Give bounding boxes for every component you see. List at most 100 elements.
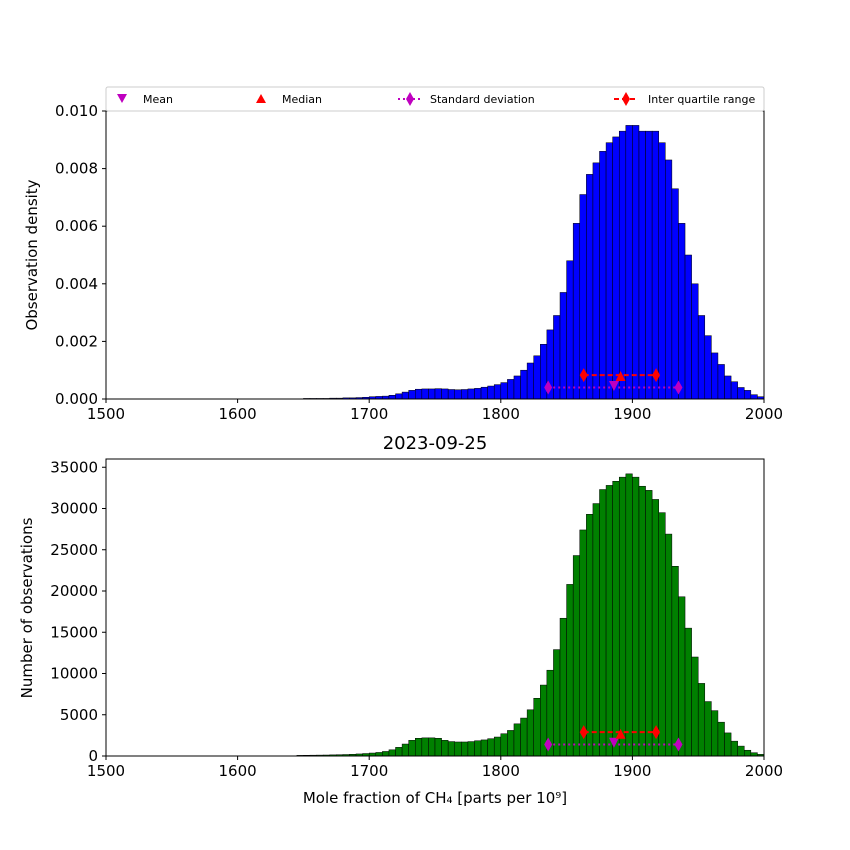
top-y-tick-label: 0.002: [55, 332, 98, 350]
top-bar: [388, 395, 396, 400]
bottom-bar: [572, 555, 581, 757]
top-bar: [447, 389, 455, 400]
top-bar: [625, 125, 633, 400]
top-bar: [737, 387, 745, 400]
top-bar: [559, 292, 567, 400]
top-bar: [487, 385, 495, 400]
top-y-tick-label: 0.008: [55, 160, 98, 178]
bottom-bar: [704, 701, 712, 757]
bottom-bar: [691, 656, 699, 757]
bottom-iqr-marker: [579, 725, 588, 740]
bottom-y-tick-label: 15000: [50, 623, 98, 641]
top-iqr-marker: [652, 368, 661, 383]
top-bar: [711, 352, 719, 400]
top-bar: [691, 283, 699, 400]
top-y-axis-label: Observation density: [23, 179, 41, 330]
top-bar: [730, 381, 738, 400]
top-mean-marker: [608, 381, 619, 392]
top-y-tick-label: 0.000: [55, 390, 98, 408]
top-bar: [724, 375, 732, 400]
bottom-bar: [480, 739, 488, 757]
top-x-tick-label: 1800: [482, 405, 520, 423]
legend-frame: [105, 86, 765, 112]
top-bar: [704, 335, 712, 400]
top-y-tick-label: 0.004: [55, 275, 98, 293]
bottom-bar: [388, 749, 396, 757]
bottom-bar: [665, 533, 673, 757]
top-bar: [533, 355, 541, 400]
top-bar: [717, 364, 725, 400]
bottom-bar: [730, 740, 738, 757]
top-y-tick-label: 0.006: [55, 217, 98, 235]
mean-marker-icon: [117, 94, 127, 103]
top-bar: [566, 260, 574, 400]
top-bar: [520, 369, 528, 400]
top-bar: [461, 389, 469, 400]
top-bar: [401, 391, 409, 400]
density-histogram-panel: 1500 1600 1700 1800 1900 2000 0.000 0.002 0.004 0…: [55, 102, 783, 423]
bottom-bar: [474, 740, 482, 757]
top-bar: [586, 174, 594, 400]
bottom-bar: [493, 736, 502, 757]
bottom-y-tick-label: 25000: [50, 541, 98, 559]
bottom-bar: [744, 749, 752, 757]
bottom-bar: [428, 737, 436, 757]
bottom-x-tick-label: 1800: [482, 762, 520, 780]
bottom-bar: [586, 514, 594, 757]
bottom-y-axis-label: Number of observations: [18, 517, 36, 698]
top-bar: [507, 379, 515, 400]
bottom-bar: [408, 740, 416, 757]
bottom-x-tick-label: 2000: [745, 762, 783, 780]
iqr-marker-icon: [622, 92, 630, 106]
top-bar: [572, 223, 581, 400]
bottom-bar: [487, 738, 495, 757]
bottom-y-tick-label: 0: [88, 747, 98, 765]
top-bar: [671, 188, 679, 400]
top-bar: [408, 390, 416, 400]
top-bar: [474, 388, 482, 400]
top-bar: [638, 130, 646, 400]
bottom-iqr-marker: [652, 725, 661, 740]
legend-label-mean: Mean: [143, 93, 173, 106]
bottom-y-tick-label: 20000: [50, 582, 98, 600]
bottom-bar: [717, 721, 725, 757]
bottom-x-tick-label: 1900: [613, 762, 651, 780]
bottom-bar: [638, 485, 646, 757]
bottom-axes-frame: [105, 458, 765, 757]
bottom-bar: [579, 529, 587, 757]
bottom-bar: [454, 741, 462, 757]
bottom-bar: [711, 710, 719, 757]
bottom-x-tick-label: 1600: [219, 762, 257, 780]
top-bar: [697, 315, 706, 400]
bottom-bar: [513, 723, 521, 757]
bottom-bar: [599, 489, 607, 757]
top-bar: [665, 159, 673, 400]
top-bar: [428, 388, 436, 400]
bottom-x-tick-label: 1700: [350, 762, 388, 780]
bottom-bar: [415, 738, 423, 757]
bottom-bar: [651, 499, 659, 757]
bottom-bar: [632, 476, 640, 757]
bottom-mean-marker: [608, 737, 619, 748]
count-histogram-panel: 1500 1600 1700 1800 1900 20000500010000150002…: [50, 458, 783, 780]
bottom-y-tick-label: 35000: [50, 458, 98, 476]
bottom-bar: [684, 627, 692, 757]
top-bar: [480, 386, 488, 400]
bottom-bar: [441, 740, 449, 757]
bottom-bar: [520, 717, 528, 757]
top-x-tick-label: 1500: [87, 405, 125, 423]
top-bar: [553, 315, 561, 400]
top-bar: [579, 194, 587, 400]
top-bar: [513, 375, 521, 400]
top-bar: [645, 130, 653, 400]
bottom-bar: [447, 741, 455, 757]
bottom-bar: [500, 733, 508, 757]
top-x-tick-label: 1900: [613, 405, 651, 423]
legend-label-inter-quartile-range: Inter quartile range: [648, 93, 755, 106]
top-bar: [684, 254, 692, 400]
bottom-bar: [559, 617, 567, 757]
top-bar: [612, 136, 620, 400]
top-bar: [493, 384, 502, 400]
std-marker-icon: [406, 92, 414, 106]
top-bar: [540, 344, 548, 400]
